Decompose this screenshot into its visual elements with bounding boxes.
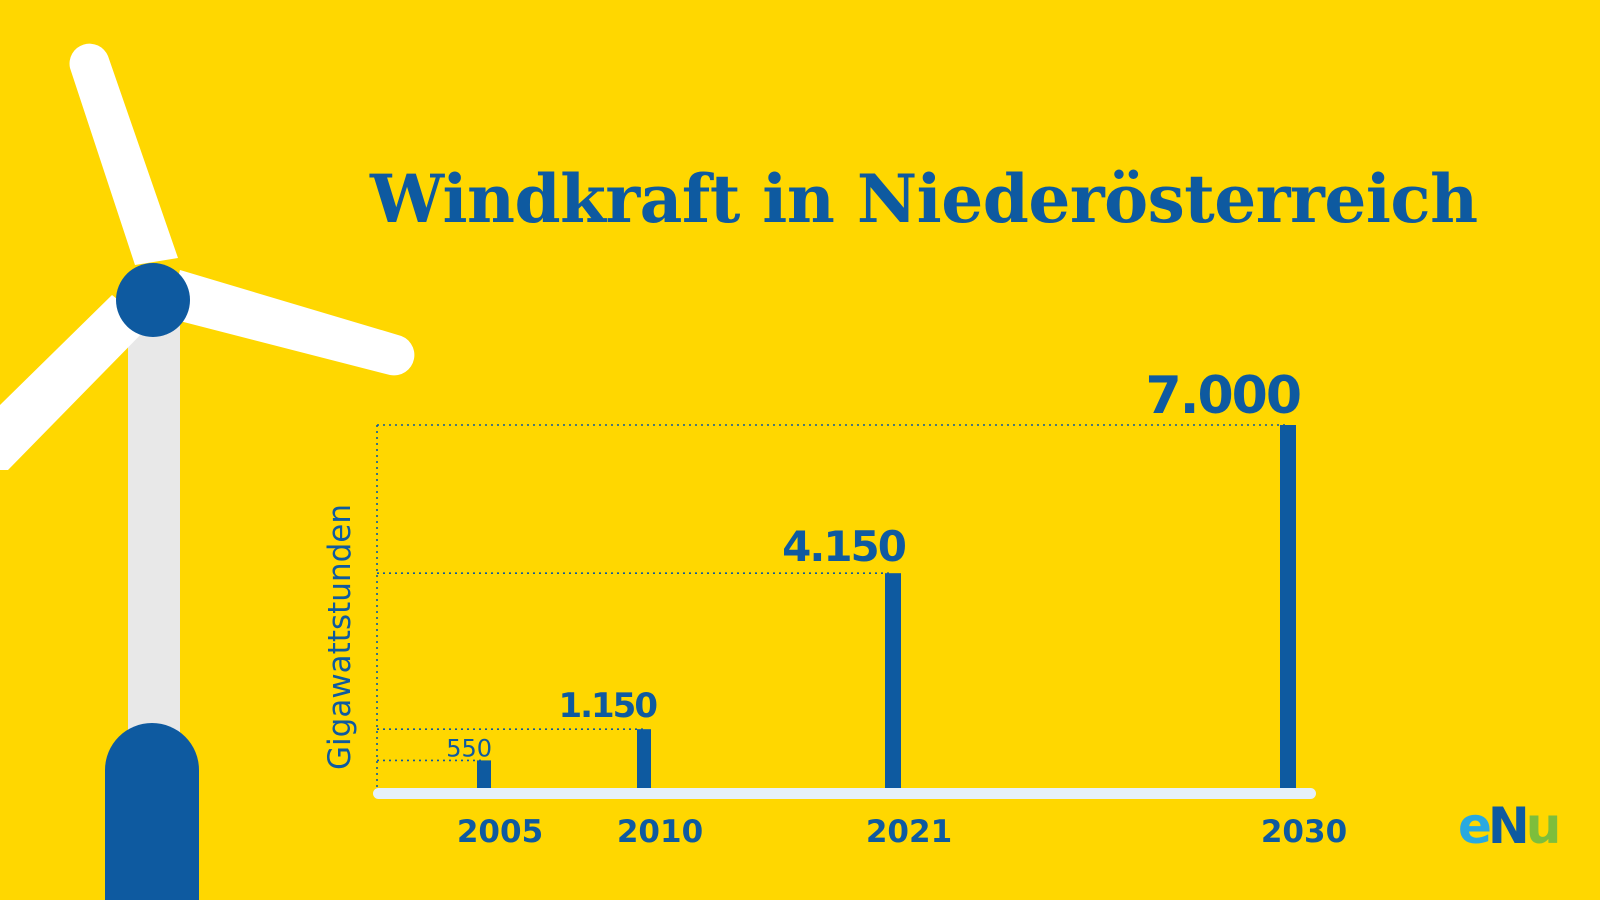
turbine-blade-top	[69, 43, 178, 265]
bar	[885, 573, 901, 789]
value-labels: 550 1.150 4.150 7.000	[446, 366, 1302, 762]
x-tick-label: 2005	[457, 814, 543, 850]
bar	[477, 760, 491, 789]
x-tick-label: 2021	[866, 814, 952, 850]
x-axis	[373, 788, 1316, 799]
logo-letter-n: N	[1487, 797, 1530, 855]
x-tick-labels: 2005 2010 2021 2030	[457, 814, 1347, 850]
x-tick-label: 2030	[1261, 814, 1347, 850]
logo-letter-u: u	[1525, 797, 1562, 855]
bars	[477, 425, 1296, 789]
enu-logo: eNu	[1458, 796, 1562, 856]
value-label: 1.150	[558, 686, 657, 726]
turbine-tower	[128, 300, 180, 780]
turbine-hub	[116, 263, 190, 337]
wind-turbine-illustration	[0, 43, 415, 900]
logo-letter-e: e	[1458, 797, 1492, 855]
y-axis-label: Gigawattstunden	[322, 504, 358, 770]
value-label: 7.000	[1146, 366, 1300, 426]
turbine-blade-left	[0, 295, 150, 470]
turbine-blade-right	[168, 270, 415, 376]
page-title: Windkraft in Niederösterreich	[370, 160, 1478, 238]
bar	[637, 729, 651, 789]
bar	[1280, 425, 1296, 789]
value-label: 550	[446, 734, 492, 762]
x-tick-label: 2010	[617, 814, 703, 850]
turbine-base	[105, 723, 199, 900]
value-label: 4.150	[782, 522, 906, 571]
guide-lines	[377, 424, 1288, 762]
